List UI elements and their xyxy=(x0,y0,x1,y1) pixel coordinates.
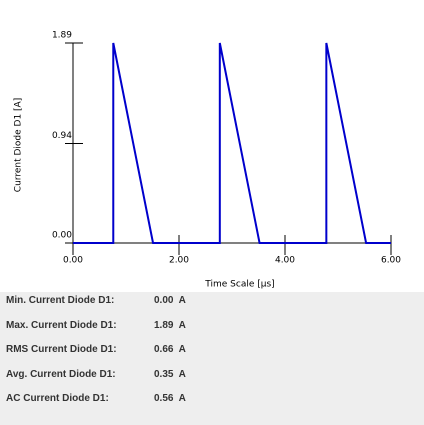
stats-panel: Min. Current Diode D1: 0.00 A Max. Current… xyxy=(0,292,424,425)
x-tick-label: 2.00 xyxy=(169,256,189,266)
y-tick-label: 1.89 xyxy=(52,31,72,41)
stat-label: RMS Current Diode D1: xyxy=(6,344,117,355)
stat-value: 0.35 A xyxy=(154,368,186,380)
y-axis-title: Current Diode D1 [A] xyxy=(14,98,24,192)
x-tick-label: 0.00 xyxy=(63,256,83,266)
chart: Current Diode D1 [A] Time Scale [μs] 0.0… xyxy=(14,31,402,290)
stat-label: AC Current Diode D1: xyxy=(6,393,109,404)
y-tick-label: 0.00 xyxy=(52,231,72,241)
x-tick-label: 4.00 xyxy=(275,256,295,266)
stat-value: 1.89 A xyxy=(154,319,186,331)
stat-label: Avg. Current Diode D1: xyxy=(6,368,116,380)
y-tick-label: 0.94 xyxy=(52,131,72,141)
stat-label: Max. Current Diode D1: xyxy=(6,319,117,331)
line-series xyxy=(73,42,391,244)
x-axis-title: Time Scale [μs] xyxy=(204,280,274,290)
stat-label: Min. Current Diode D1: xyxy=(6,295,115,306)
x-tick-label: 6.00 xyxy=(381,256,401,266)
stat-value: 0.66 A xyxy=(154,344,186,355)
stat-value: 0.56 A xyxy=(154,393,186,404)
stat-value: 0.00 A xyxy=(154,295,186,306)
